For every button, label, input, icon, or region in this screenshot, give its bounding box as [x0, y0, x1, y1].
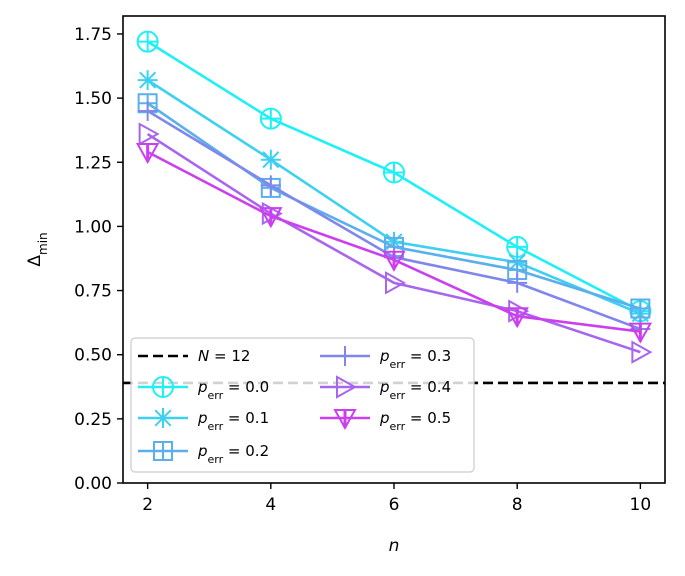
data-point: [135, 142, 160, 165]
y-tick-label: 0.50: [74, 346, 112, 366]
data-point: [260, 149, 281, 170]
data-point: [137, 70, 158, 91]
marker-triangle: [336, 375, 358, 399]
x-tick-label: 4: [265, 495, 276, 515]
series-line: [146, 132, 641, 354]
data-point: [259, 107, 282, 130]
x-tick-label: 10: [630, 495, 652, 515]
legend-label: perr = 0.0: [197, 378, 269, 402]
legend-marker: [153, 441, 173, 461]
y-tick-label: 1.00: [74, 217, 112, 237]
legend-marker: [333, 409, 357, 431]
data-point: [505, 307, 529, 329]
legend-label: N = 12: [198, 347, 250, 365]
x-tick-label: 6: [389, 495, 400, 515]
data-point: [631, 340, 653, 364]
legend-marker: [335, 346, 355, 366]
data-point: [138, 122, 160, 146]
marker-triangle: [631, 340, 653, 364]
y-tick-label: 1.50: [74, 89, 112, 109]
x-tick-label: 2: [142, 495, 153, 515]
series-0: [136, 30, 652, 323]
marker-triangle: [385, 271, 407, 295]
x-tick-label: 8: [512, 495, 523, 515]
legend-label: perr = 0.4: [379, 378, 451, 402]
y-tick-label: 0.75: [74, 282, 112, 302]
data-point: [507, 272, 528, 293]
data-point: [260, 175, 281, 196]
data-point: [630, 298, 651, 319]
x-axis-label: n: [389, 536, 400, 556]
legend-label: perr = 0.2: [197, 442, 269, 466]
series-layer: [135, 30, 653, 364]
data-point: [259, 207, 283, 229]
data-point: [385, 271, 407, 295]
data-point: [382, 250, 406, 272]
legend-label: perr = 0.1: [197, 409, 269, 433]
data-point: [383, 161, 405, 184]
legend-marker: [152, 376, 174, 398]
legend-marker: [336, 375, 358, 399]
legend-label: perr = 0.5: [379, 409, 451, 433]
y-axis-label: Δmin: [25, 232, 50, 266]
legend-marker: [153, 408, 173, 428]
y-tick-label: 0.25: [74, 410, 112, 430]
marker-triangle: [138, 122, 160, 146]
data-point: [628, 322, 653, 344]
axes-layer: 2 4 6 8 10 0.00 0.25 0.50 0.75 1.00 1.25 1.50 1.75 n Δ…: [25, 15, 666, 556]
data-point: [136, 30, 159, 53]
legend: N = 12 perr = 0.0 perr = 0.1 perr = 0.2 perr…: [130, 337, 475, 473]
data-point: [137, 100, 158, 121]
y-tick-label: 0.00: [74, 474, 112, 494]
series-5: [135, 142, 653, 344]
y-tick-label: 1.25: [74, 153, 112, 173]
legend-label: perr = 0.3: [379, 347, 451, 371]
y-tick-label: 1.75: [74, 25, 112, 45]
legend-box: [130, 337, 475, 473]
